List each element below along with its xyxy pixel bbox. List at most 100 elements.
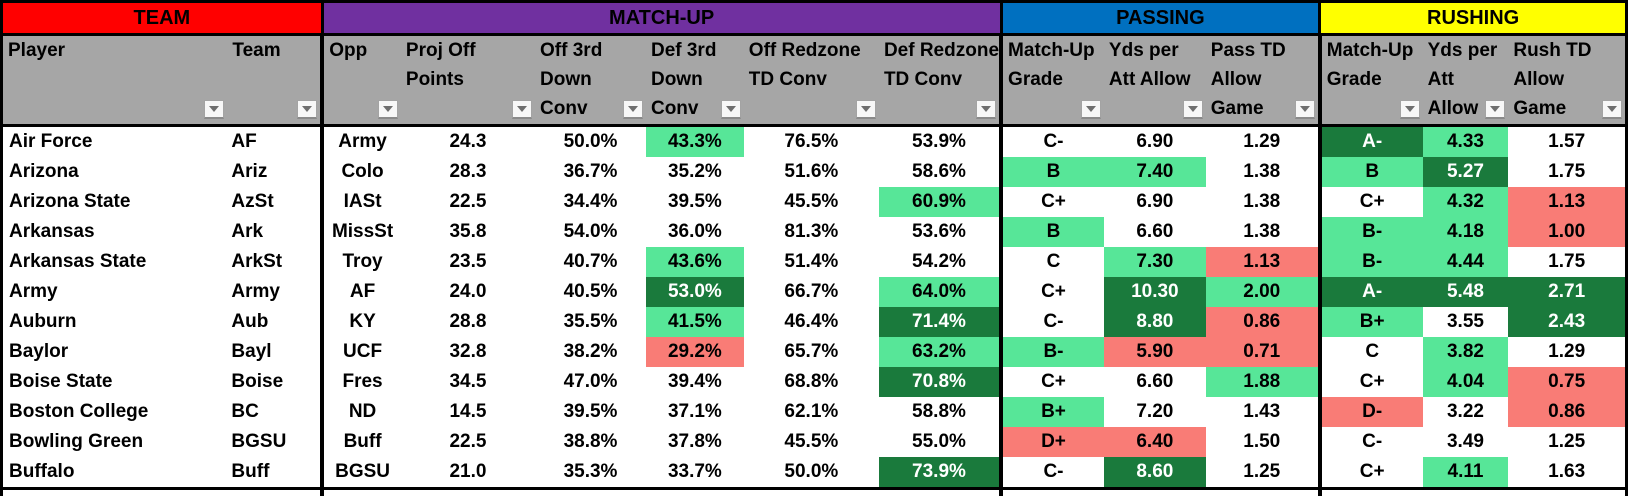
cell-off-redzone-td-conv[interactable] <box>743 488 879 496</box>
cell-def-3rd-down-conv[interactable] <box>645 488 744 496</box>
cell-pass-matchup-grade[interactable]: C+ <box>999 277 1104 307</box>
cell-proj-off-points[interactable]: 35.8 <box>400 217 536 247</box>
section-header-passing[interactable]: PASSING <box>999 0 1322 36</box>
cell-proj-off-points[interactable]: 14.5 <box>400 397 536 427</box>
column-header-opp[interactable]: Opp <box>320 34 401 127</box>
cell-pass-td-allow-game[interactable]: 1.43 <box>1205 397 1320 427</box>
cell-rush-yds-per-att-allow[interactable]: 4.44 <box>1422 247 1509 277</box>
cell-proj-off-points[interactable]: 28.3 <box>400 157 536 187</box>
cell-rush-td-allow-game[interactable]: 1.13 <box>1508 187 1628 217</box>
cell-opp[interactable]: MissSt <box>320 217 401 247</box>
cell-pass-td-allow-game[interactable]: 0.86 <box>1205 307 1320 337</box>
cell-def-3rd-down-conv[interactable]: 35.2% <box>645 157 744 187</box>
cell-off-redzone-td-conv[interactable]: 51.4% <box>743 247 879 277</box>
cell-off-3rd-down-conv[interactable] <box>535 488 646 496</box>
cell-proj-off-points[interactable]: 21.0 <box>400 457 536 490</box>
cell-rush-matchup-grade[interactable]: C+ <box>1317 457 1423 490</box>
cell-pass-td-allow-game[interactable]: 1.38 <box>1205 187 1320 217</box>
cell-def-3rd-down-conv[interactable]: 33.7% <box>645 457 744 490</box>
cell-def-3rd-down-conv[interactable]: 41.5% <box>645 307 744 337</box>
cell-def-redzone-td-conv[interactable]: 63.2% <box>878 337 1002 367</box>
cell-off-3rd-down-conv[interactable]: 54.0% <box>535 217 646 247</box>
cell-def-redzone-td-conv[interactable]: 64.0% <box>878 277 1002 307</box>
cell-player[interactable] <box>0 488 228 496</box>
cell-rush-td-allow-game[interactable]: 0.75 <box>1508 367 1628 397</box>
filter-dropdown-icon[interactable] <box>297 100 318 119</box>
cell-proj-off-points[interactable]: 23.5 <box>400 247 536 277</box>
cell-off-redzone-td-conv[interactable]: 62.1% <box>743 397 879 427</box>
column-header-off-redzone-td-conv[interactable]: Off Redzone TD Conv <box>743 34 879 127</box>
cell-off-redzone-td-conv[interactable]: 76.5% <box>743 125 879 157</box>
column-header-def-3rd-down-conv[interactable]: Def 3rd Down Conv <box>645 34 744 127</box>
cell-off-3rd-down-conv[interactable]: 40.5% <box>535 277 646 307</box>
cell-def-3rd-down-conv[interactable]: 36.0% <box>645 217 744 247</box>
cell-pass-td-allow-game[interactable]: 0.71 <box>1205 337 1320 367</box>
cell-rush-yds-per-att-allow[interactable]: 4.32 <box>1422 187 1509 217</box>
cell-pass-yds-per-att-allow[interactable]: 7.20 <box>1103 397 1206 427</box>
cell-pass-matchup-grade[interactable]: B- <box>999 337 1104 367</box>
cell-player[interactable]: Arizona <box>0 157 228 187</box>
cell-rush-matchup-grade[interactable]: B <box>1317 157 1423 187</box>
cell-def-redzone-td-conv[interactable]: 55.0% <box>878 427 1002 457</box>
filter-dropdown-icon[interactable] <box>204 100 225 119</box>
cell-opp[interactable]: ND <box>320 397 401 427</box>
cell-rush-td-allow-game[interactable]: 1.57 <box>1508 125 1628 157</box>
cell-def-3rd-down-conv[interactable]: 43.6% <box>645 247 744 277</box>
cell-def-3rd-down-conv[interactable]: 39.5% <box>645 187 744 217</box>
filter-dropdown-icon[interactable] <box>855 100 876 119</box>
cell-rush-td-allow-game[interactable]: 2.71 <box>1508 277 1628 307</box>
cell-def-3rd-down-conv[interactable]: 39.4% <box>645 367 744 397</box>
cell-pass-yds-per-att-allow[interactable]: 8.80 <box>1103 307 1206 337</box>
cell-rush-td-allow-game[interactable]: 1.29 <box>1508 337 1628 367</box>
cell-proj-off-points[interactable]: 32.8 <box>400 337 536 367</box>
cell-rush-matchup-grade[interactable]: B- <box>1317 217 1423 247</box>
cell-rush-yds-per-att-allow[interactable]: 4.11 <box>1422 457 1509 490</box>
cell-off-3rd-down-conv[interactable]: 38.8% <box>535 427 646 457</box>
cell-pass-matchup-grade[interactable]: C+ <box>999 367 1104 397</box>
filter-dropdown-icon[interactable] <box>1294 100 1315 119</box>
cell-pass-td-allow-game[interactable]: 1.25 <box>1205 457 1320 490</box>
cell-off-3rd-down-conv[interactable]: 39.5% <box>535 397 646 427</box>
cell-opp[interactable]: UCF <box>320 337 401 367</box>
cell-rush-td-allow-game[interactable]: 1.75 <box>1508 247 1628 277</box>
filter-dropdown-icon[interactable] <box>622 100 643 119</box>
cell-rush-td-allow-game[interactable] <box>1508 488 1628 496</box>
cell-pass-yds-per-att-allow[interactable]: 6.60 <box>1103 217 1206 247</box>
cell-pass-matchup-grade[interactable]: C- <box>999 125 1104 157</box>
cell-pass-td-allow-game[interactable]: 1.13 <box>1205 247 1320 277</box>
cell-def-redzone-td-conv[interactable]: 58.8% <box>878 397 1002 427</box>
cell-player[interactable]: Boston College <box>0 397 228 427</box>
cell-team[interactable]: Army <box>227 277 323 307</box>
cell-def-redzone-td-conv[interactable]: 54.2% <box>878 247 1002 277</box>
filter-dropdown-icon[interactable] <box>1485 100 1506 119</box>
cell-pass-td-allow-game[interactable]: 1.29 <box>1205 125 1320 157</box>
cell-off-redzone-td-conv[interactable]: 45.5% <box>743 187 879 217</box>
cell-def-3rd-down-conv[interactable]: 37.1% <box>645 397 744 427</box>
cell-proj-off-points[interactable]: 22.5 <box>400 187 536 217</box>
column-header-pass-td-allow-game[interactable]: Pass TD Allow Game <box>1205 34 1320 127</box>
cell-rush-td-allow-game[interactable]: 1.00 <box>1508 217 1628 247</box>
cell-off-3rd-down-conv[interactable]: 36.7% <box>535 157 646 187</box>
cell-def-redzone-td-conv[interactable]: 60.9% <box>878 187 1002 217</box>
cell-rush-td-allow-game[interactable]: 1.75 <box>1508 157 1628 187</box>
cell-player[interactable]: Air Force <box>0 125 228 157</box>
cell-opp[interactable]: Army <box>320 125 401 157</box>
column-header-pass-yds-per-att-allow[interactable]: Yds per Att Allow <box>1103 34 1206 127</box>
cell-team[interactable]: ArkSt <box>227 247 323 277</box>
cell-pass-td-allow-game[interactable]: 2.00 <box>1205 277 1320 307</box>
cell-player[interactable]: Baylor <box>0 337 228 367</box>
cell-pass-yds-per-att-allow[interactable]: 10.30 <box>1103 277 1206 307</box>
cell-pass-yds-per-att-allow[interactable]: 5.90 <box>1103 337 1206 367</box>
cell-def-redzone-td-conv[interactable]: 53.9% <box>878 125 1002 157</box>
cell-team[interactable]: Buff <box>227 457 323 490</box>
cell-pass-yds-per-att-allow[interactable]: 8.60 <box>1103 457 1206 490</box>
cell-off-redzone-td-conv[interactable]: 51.6% <box>743 157 879 187</box>
cell-def-3rd-down-conv[interactable]: 29.2% <box>645 337 744 367</box>
filter-dropdown-icon[interactable] <box>720 100 741 119</box>
cell-rush-td-allow-game[interactable]: 1.25 <box>1508 427 1628 457</box>
cell-rush-matchup-grade[interactable]: A- <box>1317 277 1423 307</box>
cell-player[interactable]: Arizona State <box>0 187 228 217</box>
filter-dropdown-icon[interactable] <box>377 100 398 119</box>
cell-pass-td-allow-game[interactable]: 1.50 <box>1205 427 1320 457</box>
cell-pass-matchup-grade[interactable]: B <box>999 217 1104 247</box>
